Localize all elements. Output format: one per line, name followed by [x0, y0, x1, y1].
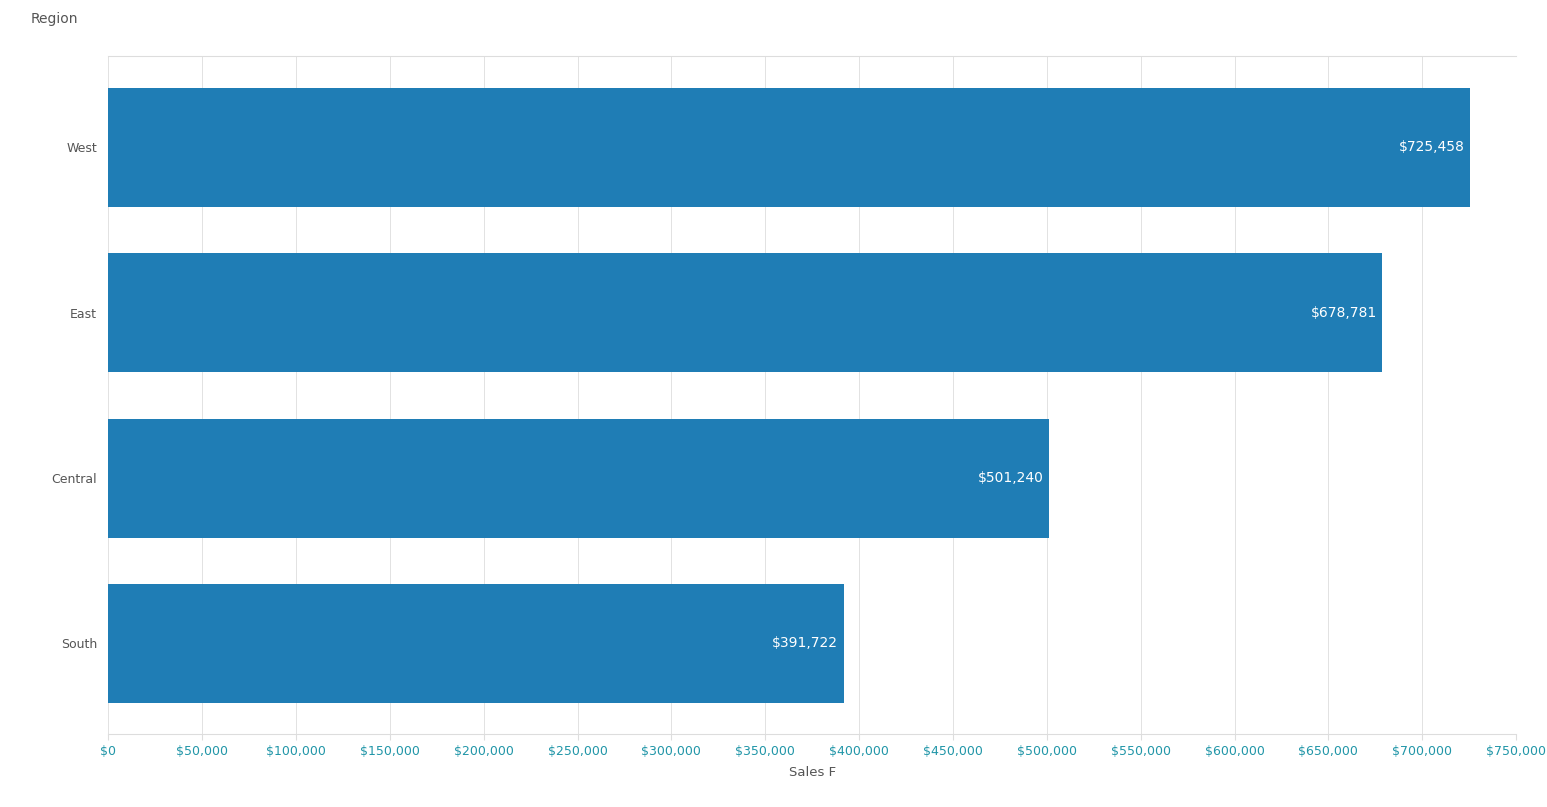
Bar — [108, 253, 1383, 372]
Bar — [108, 419, 1049, 537]
Text: $678,781: $678,781 — [1310, 306, 1377, 320]
Text: $501,240: $501,240 — [978, 471, 1044, 485]
X-axis label: Sales F: Sales F — [789, 766, 835, 779]
Bar — [108, 584, 843, 703]
Bar — [108, 88, 1470, 207]
Text: Region: Region — [31, 12, 79, 26]
Text: $391,722: $391,722 — [772, 637, 838, 650]
Text: $725,458: $725,458 — [1398, 140, 1465, 154]
